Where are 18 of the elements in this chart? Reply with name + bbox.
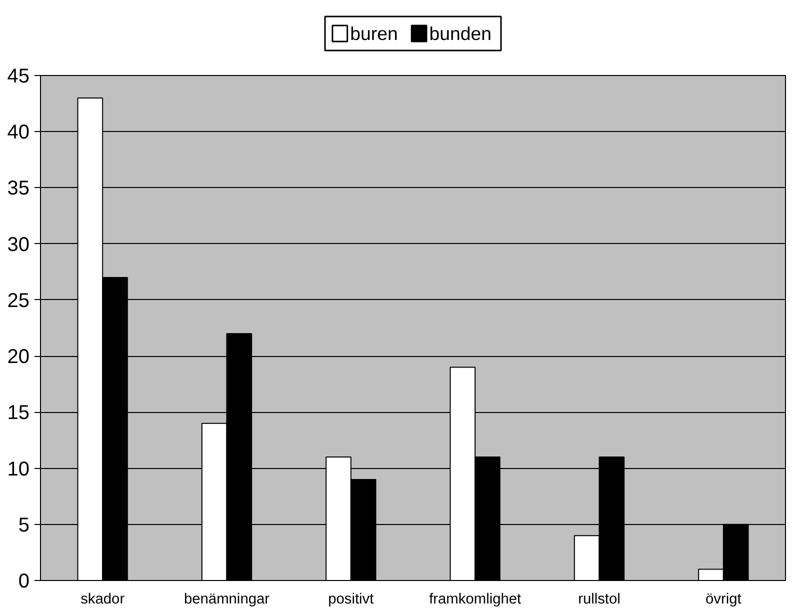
x-tick-label: positivt (328, 592, 374, 608)
y-tick-label: 35 (7, 178, 30, 200)
legend-label: bunden (429, 23, 492, 44)
x-tick-label: benämningar (184, 592, 270, 608)
y-tick-label: 15 (7, 402, 30, 424)
y-tick-label: 10 (7, 458, 30, 480)
y-tick-label: 40 (7, 122, 30, 144)
y-tick-label: 25 (7, 290, 30, 312)
x-tick-label: skador (80, 592, 125, 608)
legend-label: buren (350, 23, 398, 44)
y-tick-label: 30 (7, 234, 30, 256)
y-tick-label: 45 (7, 66, 30, 88)
y-tick-label: 20 (7, 346, 30, 368)
x-tick-label: rullstol (578, 592, 620, 608)
x-tick-label: övrigt (705, 592, 742, 608)
y-tick-label: 0 (18, 570, 30, 592)
y-tick-label: 5 (18, 514, 30, 536)
x-tick-label: framkomlighet (429, 592, 522, 608)
